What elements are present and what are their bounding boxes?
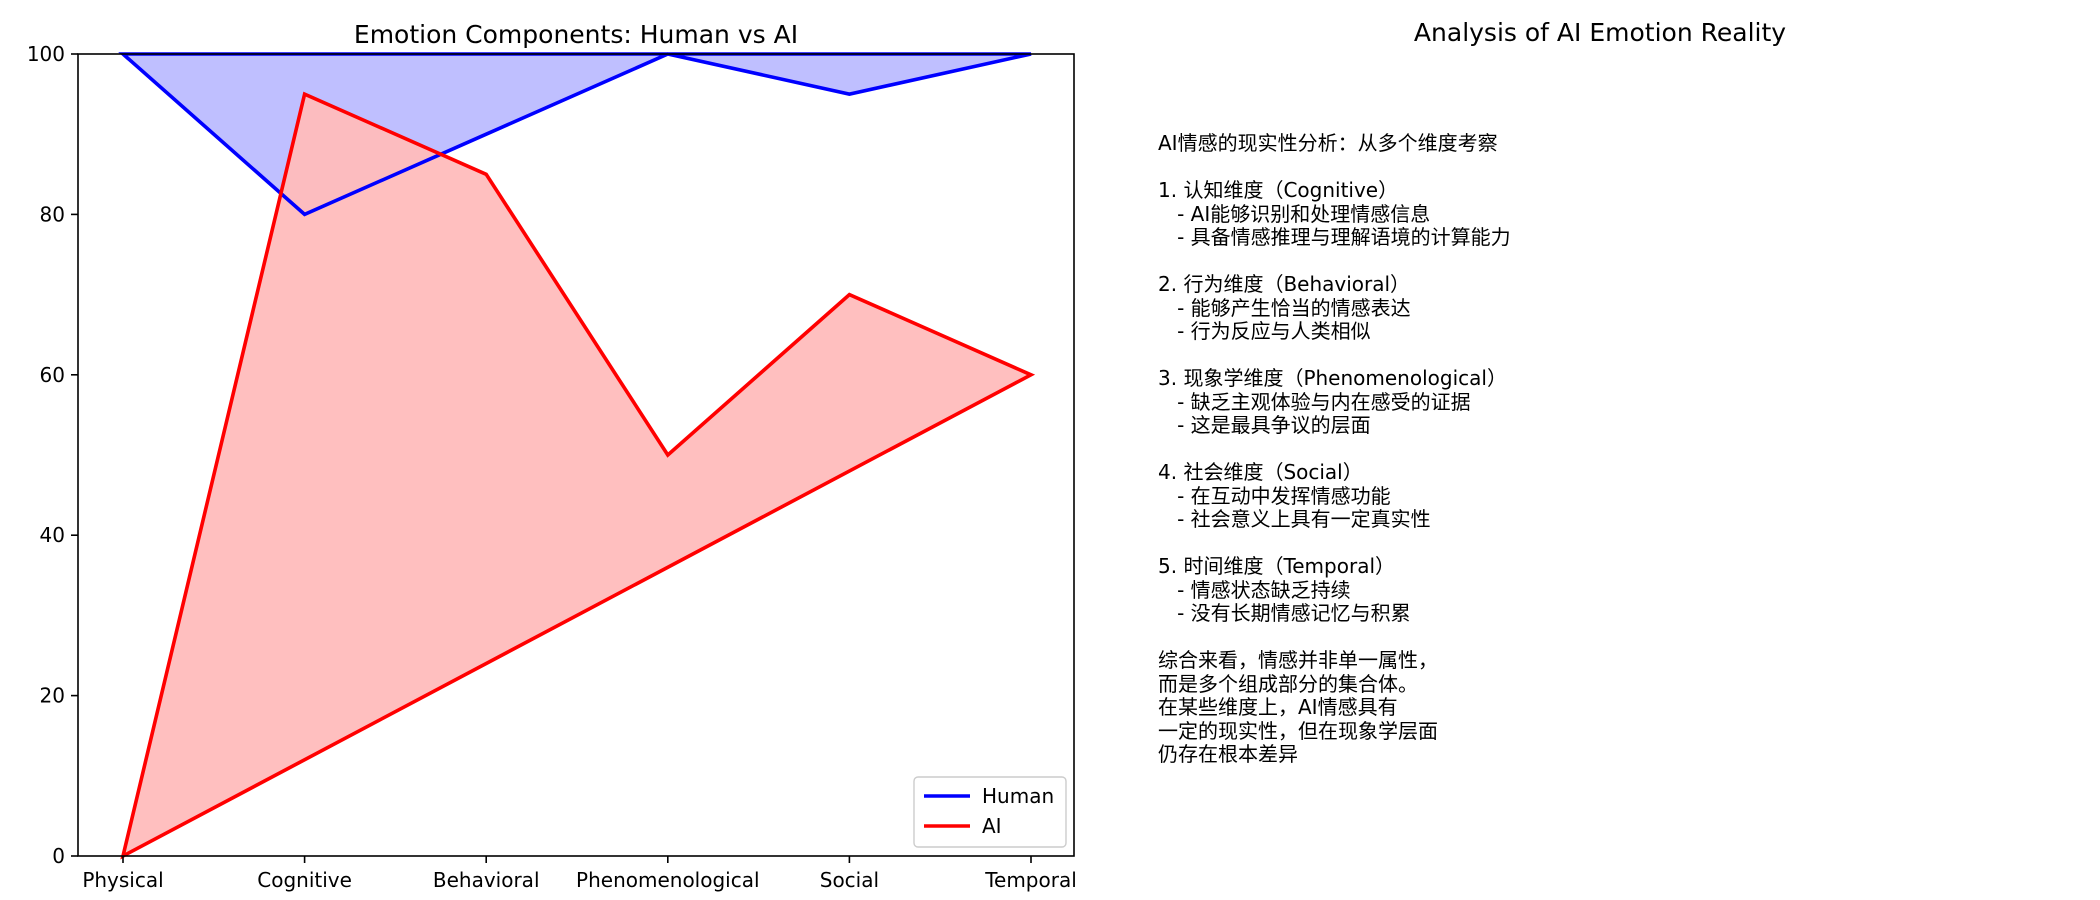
x-tick-label-behavioral: Behavioral <box>433 868 540 892</box>
series-line-ai <box>120 91 1036 860</box>
x-tick-label-temporal: Temporal <box>984 868 1077 892</box>
y-axis: 0 20 40 60 80 100 <box>27 42 78 868</box>
y-tick-label: 40 <box>40 523 65 547</box>
area-fill-human <box>123 54 1031 215</box>
legend-label-ai: AI <box>982 814 1002 838</box>
y-tick-label: 80 <box>40 202 65 226</box>
y-tick-label: 0 <box>52 844 65 868</box>
x-axis: Physical Cognitive Behavioral Phenomenologi… <box>82 856 1077 892</box>
emotion-components-chart: 0 20 40 60 80 100 Physical Cognitive Behavioral… <box>27 20 1077 892</box>
legend-label-human: Human <box>982 784 1054 808</box>
legend: Human AI <box>913 776 1067 848</box>
area-fill-ai <box>123 94 1031 857</box>
plot-frame <box>77 53 1075 857</box>
y-tick-label: 20 <box>40 684 65 708</box>
chart-title: Emotion Components: Human vs AI <box>354 20 798 49</box>
x-tick-label-physical: Physical <box>82 868 163 892</box>
x-tick-label-phenomenological: Phenomenological <box>576 868 760 892</box>
x-tick-label-social: Social <box>820 868 879 892</box>
analysis-text: AI情感的现实性分析：从多个维度考察 1. 认知维度（Cognitive） - … <box>1158 131 1511 766</box>
y-tick-label: 100 <box>27 42 65 66</box>
analysis-title: Analysis of AI Emotion Reality <box>1413 18 1787 47</box>
x-tick-label-cognitive: Cognitive <box>257 868 352 892</box>
y-tick-label: 60 <box>40 363 65 387</box>
area-fills <box>123 54 1031 857</box>
